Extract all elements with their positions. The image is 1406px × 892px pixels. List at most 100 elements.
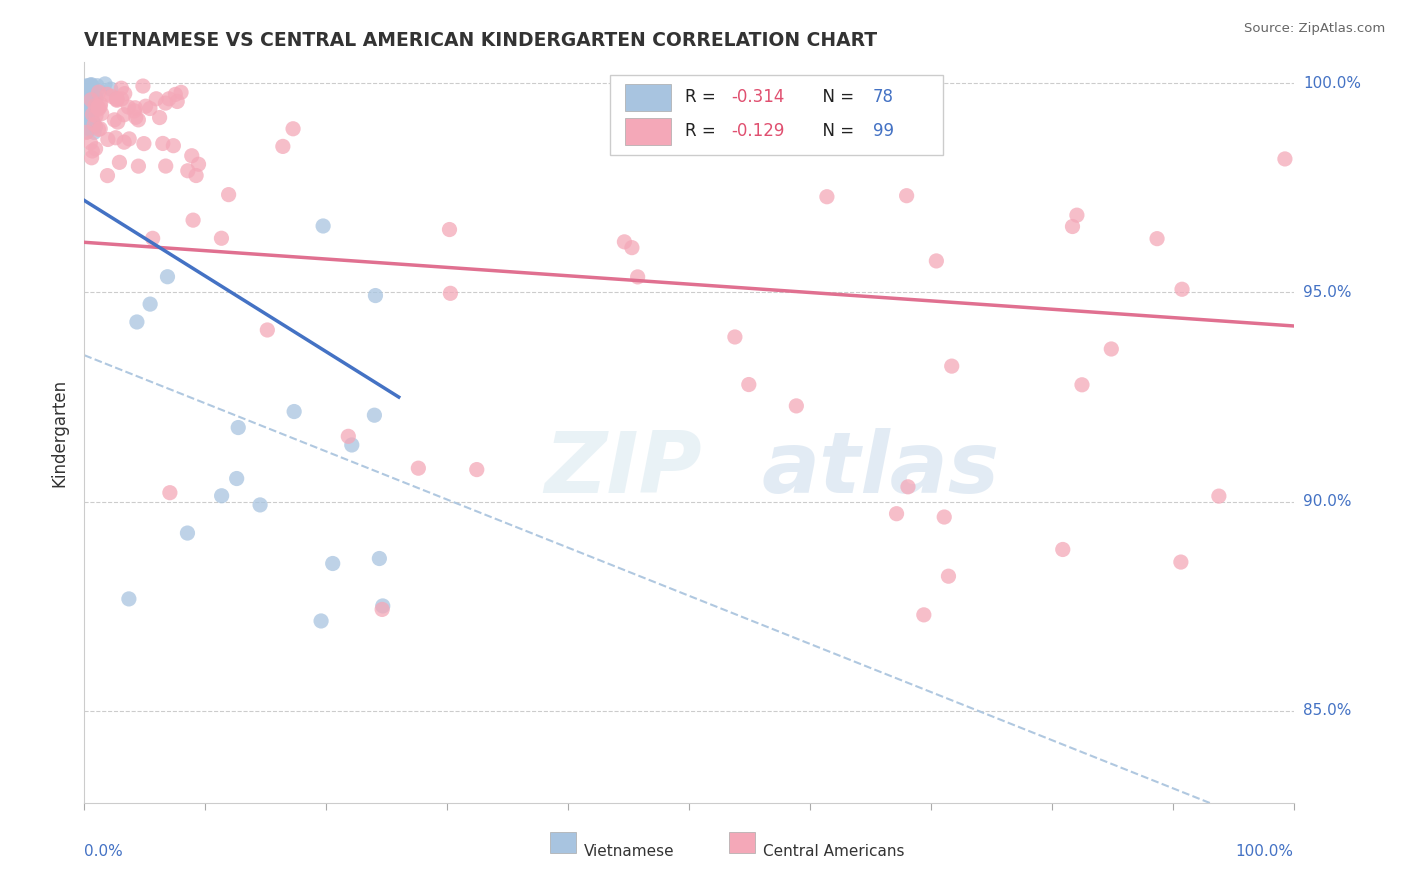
Point	[79, 78, 101, 93]
Text: 78: 78	[873, 88, 894, 106]
Point	[149, 111, 172, 125]
Point	[77, 80, 100, 95]
Point	[1052, 542, 1074, 557]
Point	[1171, 282, 1194, 296]
Point	[77, 88, 100, 103]
Point	[77, 93, 100, 107]
Point	[1066, 208, 1088, 222]
FancyBboxPatch shape	[550, 832, 576, 853]
Point	[105, 93, 128, 107]
Point	[100, 82, 122, 96]
Point	[132, 78, 155, 93]
Point	[112, 108, 135, 122]
Point	[84, 99, 107, 113]
Point	[132, 136, 155, 151]
Point	[79, 100, 101, 114]
Point	[76, 121, 98, 136]
Point	[76, 104, 98, 119]
Point	[139, 102, 162, 116]
Point	[934, 510, 956, 524]
Point	[117, 100, 139, 114]
Point	[371, 602, 394, 616]
Point	[322, 557, 344, 571]
Point	[75, 99, 97, 113]
Point	[80, 151, 103, 165]
Point	[176, 526, 198, 541]
Point	[82, 107, 104, 121]
Point	[166, 95, 188, 109]
Point	[76, 89, 98, 103]
Text: VIETNAMESE VS CENTRAL AMERICAN KINDERGARTEN CORRELATION CHART: VIETNAMESE VS CENTRAL AMERICAN KINDERGAR…	[84, 30, 877, 50]
Point	[371, 599, 394, 613]
Point	[439, 222, 461, 236]
Point	[1099, 342, 1122, 356]
Point	[100, 89, 122, 103]
Point	[283, 404, 305, 418]
Point	[83, 125, 105, 139]
Point	[79, 102, 101, 116]
Point	[938, 569, 960, 583]
Point	[89, 121, 111, 136]
Point	[211, 231, 233, 245]
Point	[312, 219, 335, 233]
Point	[225, 471, 247, 485]
Text: N =: N =	[813, 122, 859, 140]
Point	[724, 330, 747, 344]
Point	[76, 84, 98, 98]
Text: -0.314: -0.314	[731, 88, 785, 106]
Point	[84, 120, 107, 134]
Point	[76, 94, 98, 108]
Point	[281, 121, 304, 136]
Point	[105, 92, 128, 106]
Point	[139, 297, 162, 311]
Point	[127, 159, 149, 173]
Point	[135, 99, 157, 113]
FancyBboxPatch shape	[728, 832, 755, 853]
Point	[337, 429, 360, 443]
Point	[1146, 232, 1168, 246]
Point	[156, 269, 179, 284]
Point	[75, 86, 97, 100]
Point	[75, 82, 97, 96]
Text: Source: ZipAtlas.com: Source: ZipAtlas.com	[1244, 22, 1385, 36]
Point	[897, 480, 920, 494]
Text: atlas: atlas	[762, 428, 1000, 511]
Point	[170, 86, 193, 100]
Point	[627, 269, 650, 284]
Point	[80, 81, 103, 95]
Point	[96, 169, 118, 183]
Point	[112, 135, 135, 149]
Point	[80, 78, 103, 92]
Point	[110, 92, 132, 106]
Point	[368, 551, 391, 566]
Point	[108, 155, 131, 169]
Point	[249, 498, 271, 512]
Point	[162, 138, 184, 153]
Point	[1062, 219, 1084, 234]
Point	[408, 461, 430, 475]
Point	[177, 163, 200, 178]
Point	[80, 93, 103, 107]
Point	[76, 78, 98, 93]
Point	[1071, 377, 1094, 392]
Point	[75, 105, 97, 120]
Point	[84, 142, 107, 156]
Y-axis label: Kindergarten: Kindergarten	[51, 378, 69, 487]
Text: 90.0%: 90.0%	[1303, 494, 1351, 509]
Point	[142, 231, 165, 245]
Point	[180, 149, 202, 163]
Point	[271, 139, 294, 153]
Point	[90, 106, 112, 120]
Point	[82, 99, 104, 113]
Point	[83, 94, 105, 108]
Text: R =: R =	[685, 122, 721, 140]
FancyBboxPatch shape	[610, 75, 943, 155]
Point	[82, 93, 104, 107]
Point	[145, 92, 167, 106]
Point	[105, 91, 128, 105]
Point	[87, 122, 110, 136]
Point	[155, 96, 177, 111]
Point	[82, 96, 104, 111]
Point	[83, 117, 105, 131]
Point	[165, 87, 187, 102]
